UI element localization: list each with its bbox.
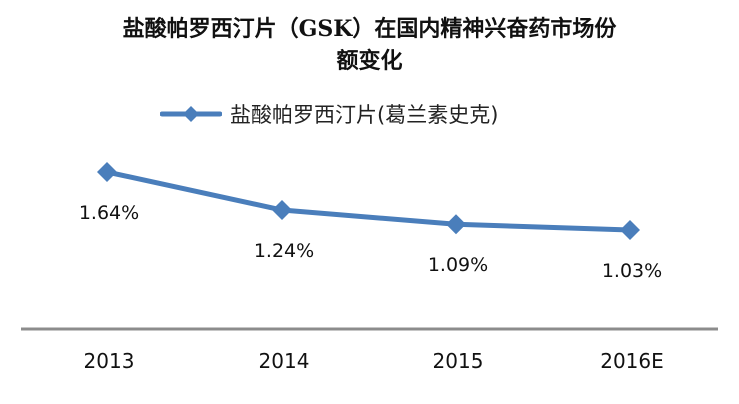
series-line — [104, 169, 633, 233]
legend-label: 盐酸帕罗西汀片(葛兰素史克) — [230, 103, 499, 127]
data-label: 1.09% — [427, 254, 489, 277]
chart-title-line-2: 额变化 — [336, 48, 403, 74]
data-label: 1.64% — [78, 202, 140, 224]
data-label: 1.24% — [253, 240, 315, 263]
x-tick-label: 2016E — [600, 349, 664, 373]
data-point-marker — [272, 200, 292, 221]
data-point-marker — [446, 214, 466, 235]
x-tick-label: 2013 — [83, 349, 135, 373]
data-label: 1.03% — [601, 260, 663, 282]
x-tick-label: 2014 — [258, 349, 310, 373]
series-markers — [97, 162, 640, 240]
legend: 盐酸帕罗西汀片(葛兰素史克) — [160, 99, 498, 129]
chart-title-line-1: 盐酸帕罗西汀片（GSK）在国内精神兴奋药市场份 — [122, 16, 617, 42]
data-point-marker — [97, 162, 117, 182]
legend-line-diamond-icon — [160, 106, 222, 122]
x-tick-label: 2015 — [432, 349, 484, 373]
data-point-marker — [620, 220, 640, 240]
